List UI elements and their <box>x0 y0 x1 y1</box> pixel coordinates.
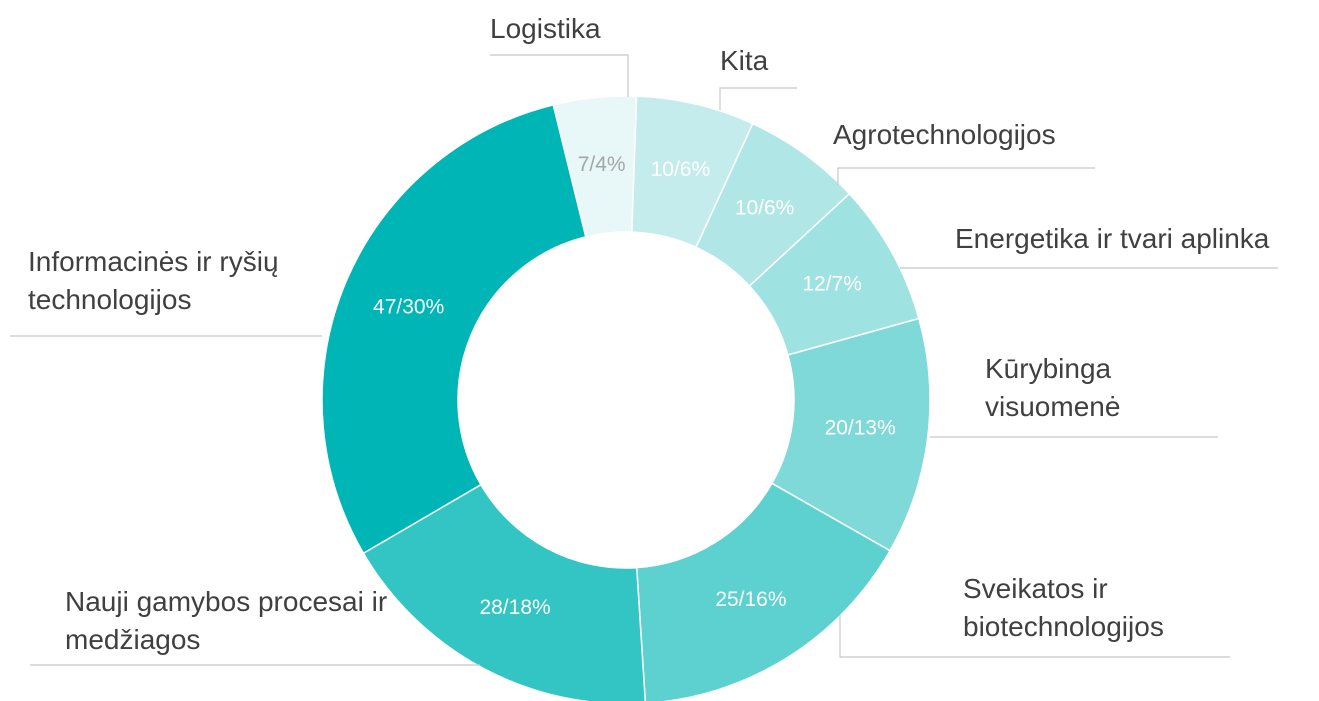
category-label: Informacinės ir ryšių technologijos <box>28 246 279 315</box>
category-label: Nauji gamybos procesai ir medžiagos <box>65 586 388 655</box>
value-label: 28/18% <box>479 596 550 619</box>
category-label: Kita <box>720 45 769 76</box>
leader-line <box>490 54 629 97</box>
value-label: 20/13% <box>825 417 896 440</box>
leader-line <box>719 87 797 110</box>
value-label: 10/6% <box>735 197 795 220</box>
category-label: Logistika <box>490 13 601 44</box>
leader-line <box>839 615 1230 658</box>
category-label: Agrotechnologijos <box>833 119 1056 150</box>
donut-segment <box>321 103 587 555</box>
donut-segment <box>362 483 647 701</box>
donut-segment <box>635 482 891 701</box>
leader-line <box>837 167 1095 185</box>
category-label: Energetika ir tvari aplinka <box>955 223 1270 254</box>
category-label: Kūrybinga visuomenė <box>985 353 1121 422</box>
value-label: 47/30% <box>373 296 444 319</box>
value-label: 7/4% <box>578 153 626 176</box>
category-label: Sveikatos ir biotechnologijos <box>963 573 1164 642</box>
value-label: 10/6% <box>651 158 711 181</box>
value-label: 12/7% <box>802 273 862 296</box>
value-label: 25/16% <box>715 588 786 611</box>
